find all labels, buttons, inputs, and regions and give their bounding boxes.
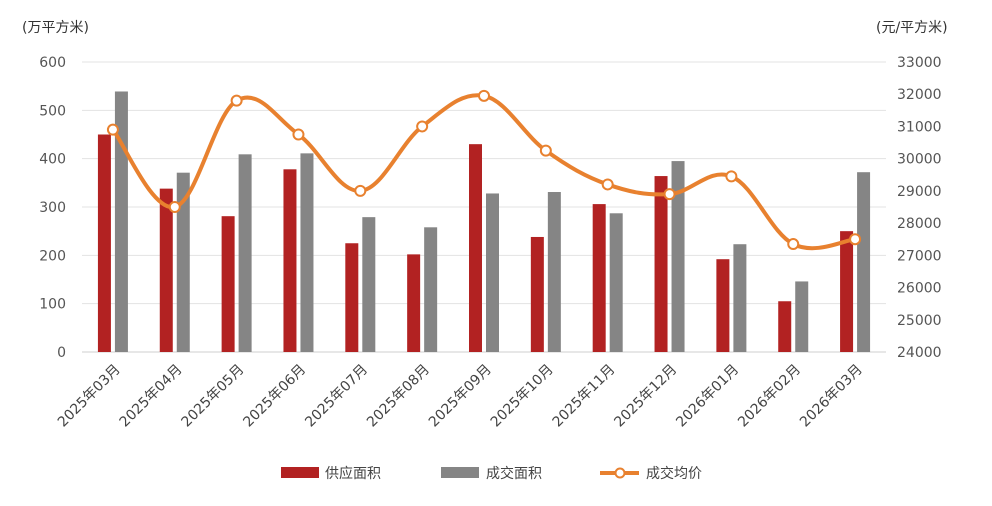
bar-supply[interactable] — [97, 134, 111, 353]
x-tick-label: 2025年10月 — [488, 362, 557, 431]
legend-item-price[interactable]: 成交均价 — [600, 465, 702, 482]
price-point[interactable] — [354, 184, 367, 197]
legend-label-deal: 成交面积 — [486, 465, 542, 482]
bar-supply[interactable] — [778, 301, 792, 352]
x-tick-label: 2026年01月 — [673, 362, 742, 431]
left-tick-label: 300 — [39, 200, 66, 216]
right-axis-ticks: 24000 25000 26000 27000 28000 29000 30000 31000… — [897, 55, 942, 361]
legend-label-supply: 供应面积 — [325, 465, 381, 482]
price-point[interactable] — [849, 233, 862, 246]
price-point[interactable] — [292, 128, 305, 141]
price-point[interactable] — [725, 170, 738, 183]
price-point[interactable] — [601, 178, 614, 191]
bar-supply[interactable] — [840, 231, 854, 352]
right-tick-label: 31000 — [897, 119, 942, 135]
x-tick-label: 2026年02月 — [735, 362, 804, 431]
bar-deal[interactable] — [424, 227, 438, 352]
x-tick-label: 2026年03月 — [797, 362, 866, 431]
legend-item-supply[interactable]: 供应面积 — [281, 465, 381, 482]
left-tick-label: 600 — [39, 55, 66, 71]
x-tick-label: 2025年07月 — [302, 362, 371, 431]
right-tick-label: 33000 — [897, 55, 942, 71]
bar-deal[interactable] — [114, 91, 128, 352]
price-line — [106, 89, 862, 251]
left-tick-label: 400 — [39, 152, 66, 168]
right-tick-label: 26000 — [897, 281, 942, 297]
bar-supply[interactable] — [159, 188, 173, 352]
bar-supply[interactable] — [530, 236, 544, 352]
bar-supply[interactable] — [345, 243, 359, 352]
bar-deal[interactable] — [176, 172, 190, 352]
right-tick-label: 27000 — [897, 248, 942, 264]
bar-deal[interactable] — [609, 213, 623, 352]
bar-deal[interactable] — [300, 153, 314, 352]
right-tick-label: 32000 — [897, 87, 942, 103]
left-tick-label: 500 — [39, 103, 66, 119]
right-tick-label: 24000 — [897, 345, 942, 361]
left-axis-unit: (万平方米) — [22, 20, 89, 36]
bar-deal[interactable] — [795, 281, 809, 352]
x-tick-label: 2025年03月 — [55, 362, 124, 431]
right-tick-label: 30000 — [897, 152, 942, 168]
price-point[interactable] — [168, 201, 181, 213]
bars — [97, 91, 871, 353]
price-point[interactable] — [230, 94, 243, 107]
legend-marker-price — [614, 467, 626, 479]
left-tick-label: 0 — [57, 345, 66, 361]
legend-swatch-supply — [281, 467, 319, 478]
x-tick-label: 2025年12月 — [611, 362, 680, 431]
x-axis-labels: 2025年03月2025年04月2025年05月2025年06月2025年07月… — [55, 362, 866, 431]
bar-deal[interactable] — [362, 217, 376, 352]
right-tick-label: 29000 — [897, 184, 942, 200]
bar-deal[interactable] — [857, 172, 871, 352]
left-axis-ticks: 0 100 200 300 400 500 600 — [39, 55, 66, 361]
x-tick-label: 2025年08月 — [364, 362, 433, 431]
price-point[interactable] — [416, 120, 429, 133]
price-point[interactable] — [539, 144, 552, 157]
x-tick-label: 2025年09月 — [426, 362, 495, 431]
bar-deal[interactable] — [547, 192, 561, 352]
bar-supply[interactable] — [407, 254, 421, 352]
bar-supply[interactable] — [221, 216, 235, 352]
price-point[interactable] — [787, 238, 800, 251]
x-tick-label: 2025年06月 — [240, 362, 309, 431]
legend-swatch-deal — [441, 467, 479, 478]
left-tick-label: 100 — [39, 297, 66, 313]
price-point[interactable] — [478, 89, 490, 102]
right-tick-label: 28000 — [897, 216, 942, 232]
legend-item-deal[interactable]: 成交面积 — [441, 465, 542, 482]
left-tick-label: 200 — [39, 248, 66, 264]
x-tick-label: 2025年05月 — [179, 362, 248, 431]
x-tick-label: 2025年04月 — [117, 362, 186, 431]
right-axis-unit: (元/平方米) — [876, 20, 948, 36]
bar-supply[interactable] — [716, 259, 730, 352]
bar-supply[interactable] — [283, 169, 297, 352]
right-tick-label: 25000 — [897, 313, 942, 329]
bar-deal[interactable] — [238, 154, 252, 352]
bar-deal[interactable] — [486, 193, 499, 352]
bar-deal[interactable] — [671, 161, 685, 352]
legend: 供应面积 成交面积 成交均价 — [281, 465, 702, 482]
legend-label-price: 成交均价 — [646, 465, 702, 482]
price-point[interactable] — [106, 123, 119, 136]
gridlines — [82, 61, 886, 353]
x-tick-label: 2025年11月 — [550, 362, 619, 431]
price-point[interactable] — [663, 188, 676, 201]
bar-supply[interactable] — [592, 204, 606, 352]
bar-deal[interactable] — [733, 244, 747, 352]
bar-supply[interactable] — [654, 176, 668, 352]
bar-supply[interactable] — [469, 144, 482, 352]
